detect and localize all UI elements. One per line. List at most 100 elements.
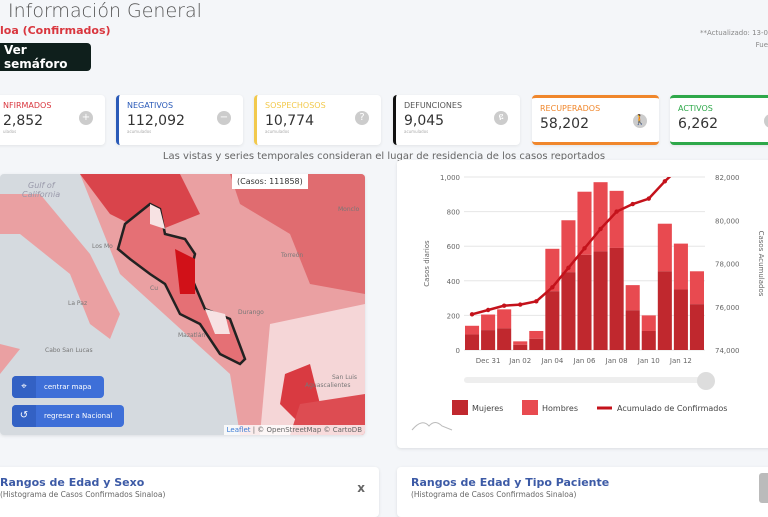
bar-mujeres[interactable] xyxy=(497,328,512,350)
back-national-button[interactable]: ↺ regresar a Nacional xyxy=(12,405,124,427)
legend-hombres-swatch xyxy=(522,400,538,415)
walking-icon: 🚶 xyxy=(633,114,647,128)
center-map-button[interactable]: ⌖ centrar mapa xyxy=(12,376,104,398)
age-sex-card: Rangos de Edad y Sexo (Histograma de Cas… xyxy=(0,467,379,517)
map-label: California xyxy=(22,190,60,199)
x-tick-label: Jan 12 xyxy=(669,357,692,365)
cumulative-point[interactable] xyxy=(518,302,523,307)
bar-hombres[interactable] xyxy=(625,285,640,311)
bar-mujeres[interactable] xyxy=(625,310,640,350)
bar-hombres[interactable] xyxy=(609,190,624,248)
y2-tick-label: 74,000 xyxy=(715,347,740,355)
stat-card-nfirmados[interactable]: NFIRMADOS 2,852 ulados + xyxy=(0,95,105,145)
map-panel[interactable]: Gulf of California Los Mo Cu La Paz Cabo… xyxy=(0,174,365,435)
cumulative-point[interactable] xyxy=(550,285,555,290)
cumulative-point[interactable] xyxy=(662,179,668,184)
bar-hombres[interactable] xyxy=(529,330,544,339)
bar-mujeres[interactable] xyxy=(545,291,560,350)
legend-mujeres-swatch xyxy=(452,400,468,415)
y2-tick-label: 76,000 xyxy=(715,304,740,312)
stat-card-defunciones[interactable]: DEFUNCIONES 9,045 acumulados ዩ xyxy=(393,95,520,145)
cases-chart[interactable]: 0 200 400 600 800 1,000 74,000 76,000 78,000 80,0… xyxy=(397,160,768,448)
choropleth-map[interactable]: Gulf of California Los Mo Cu La Paz Cabo… xyxy=(0,174,365,435)
y2-tick-label: 80,000 xyxy=(715,217,740,225)
close-button[interactable]: x xyxy=(357,481,365,495)
cumulative-point[interactable] xyxy=(501,303,507,308)
map-label: San Luis xyxy=(332,374,357,381)
ver-semaforo-button[interactable]: Ver semáforo xyxy=(0,43,91,71)
bar-mujeres[interactable] xyxy=(561,272,576,350)
stat-card-negativos[interactable]: NEGATIVOS 112,092 acumulados − xyxy=(116,95,243,145)
card-value: 112,092 xyxy=(127,113,185,129)
stat-card-activos[interactable]: ACTIVOS 6,262 › xyxy=(670,95,768,145)
bar-mujeres[interactable] xyxy=(577,254,592,350)
y2-tick-label: 78,000 xyxy=(715,261,740,269)
range-handle[interactable] xyxy=(697,372,715,390)
cumulative-point[interactable] xyxy=(582,246,587,251)
bar-mujeres[interactable] xyxy=(513,344,528,350)
x-tick-label: Jan 02 xyxy=(508,357,531,365)
bar-mujeres[interactable] xyxy=(593,251,608,350)
navigator-icon xyxy=(411,422,453,431)
bar-mujeres[interactable] xyxy=(465,334,480,350)
map-label: Cu xyxy=(150,285,158,292)
map-tooltip: (Casos: 111858) xyxy=(232,174,308,189)
y-tick-label: 1,000 xyxy=(440,174,460,182)
bar-hombres[interactable] xyxy=(561,220,576,273)
cumulative-point[interactable] xyxy=(534,299,539,304)
cumulative-point[interactable] xyxy=(614,209,619,214)
cumulative-point[interactable] xyxy=(598,226,603,232)
map-label: La Paz xyxy=(68,300,87,307)
bar-mujeres[interactable] xyxy=(641,330,656,350)
bar-hombres[interactable] xyxy=(481,314,496,331)
cumulative-point[interactable] xyxy=(646,196,651,201)
page-title: Información General xyxy=(8,0,202,22)
card-label: RECUPERADOS xyxy=(540,104,601,113)
card-value: 58,202 xyxy=(540,116,589,132)
bar-mujeres[interactable] xyxy=(657,271,672,350)
map-label: Aguascalientes xyxy=(305,382,351,389)
cumulative-point[interactable] xyxy=(566,265,571,271)
bar-hombres[interactable] xyxy=(641,315,656,331)
bar-hombres[interactable] xyxy=(577,191,592,255)
legend-cumulative[interactable]: Acumulado de Confirmados xyxy=(617,404,727,413)
arrow-icon: › xyxy=(764,114,768,128)
bar-mujeres[interactable] xyxy=(673,289,688,350)
cumulative-point[interactable] xyxy=(485,307,491,313)
leaflet-link[interactable]: Leaflet xyxy=(226,426,251,434)
bar-hombres[interactable] xyxy=(465,325,480,335)
stat-card-sospechosos[interactable]: SOSPECHOSOS 10,774 acumulados? xyxy=(254,95,381,145)
card-subtitle: (Histograma de Casos Confirmados Sinaloa… xyxy=(411,490,577,499)
bar-hombres[interactable] xyxy=(689,271,704,305)
bar-hombres[interactable] xyxy=(545,248,560,292)
cumulative-point[interactable] xyxy=(469,312,475,317)
bar-hombres[interactable] xyxy=(657,223,672,272)
scroll-handle[interactable] xyxy=(759,473,768,503)
question-circle-icon: ? xyxy=(355,111,369,125)
page-subtitle: loa (Confirmados) xyxy=(0,24,111,37)
y-tick-label: 600 xyxy=(447,243,460,251)
range-scrollbar[interactable] xyxy=(464,377,714,383)
age-type-card: Rangos de Edad y Tipo Paciente (Histogra… xyxy=(397,467,768,517)
stat-card-recuperados[interactable]: RECUPERADOS 58,202 🚶 xyxy=(532,95,659,145)
bar-hombres[interactable] xyxy=(673,243,688,290)
legend-hombres[interactable]: Hombres xyxy=(542,404,578,413)
card-sublabel: acumulados xyxy=(127,129,152,134)
legend-mujeres[interactable]: Mujeres xyxy=(472,404,503,413)
bar-hombres[interactable] xyxy=(593,182,608,252)
plus-circle-icon: + xyxy=(79,111,93,125)
card-subtitle: (Histograma de Casos Confirmados Sinaloa… xyxy=(0,490,166,499)
bar-mujeres[interactable] xyxy=(481,330,496,350)
card-sublabel: acumulados xyxy=(265,129,290,134)
y-tick-label: 800 xyxy=(447,209,460,217)
bar-mujeres[interactable] xyxy=(609,247,624,350)
bar-mujeres[interactable] xyxy=(689,304,704,350)
update-info: **Actualizado: 13-0 Fue xyxy=(700,27,768,51)
bar-mujeres[interactable] xyxy=(529,338,544,350)
bar-hombres[interactable] xyxy=(497,309,512,329)
undo-icon: ↺ xyxy=(12,405,36,427)
card-label: SOSPECHOSOS xyxy=(265,101,326,110)
bar-hombres[interactable] xyxy=(513,341,528,345)
y-tick-label: 400 xyxy=(447,278,460,286)
cumulative-point[interactable] xyxy=(630,201,635,207)
